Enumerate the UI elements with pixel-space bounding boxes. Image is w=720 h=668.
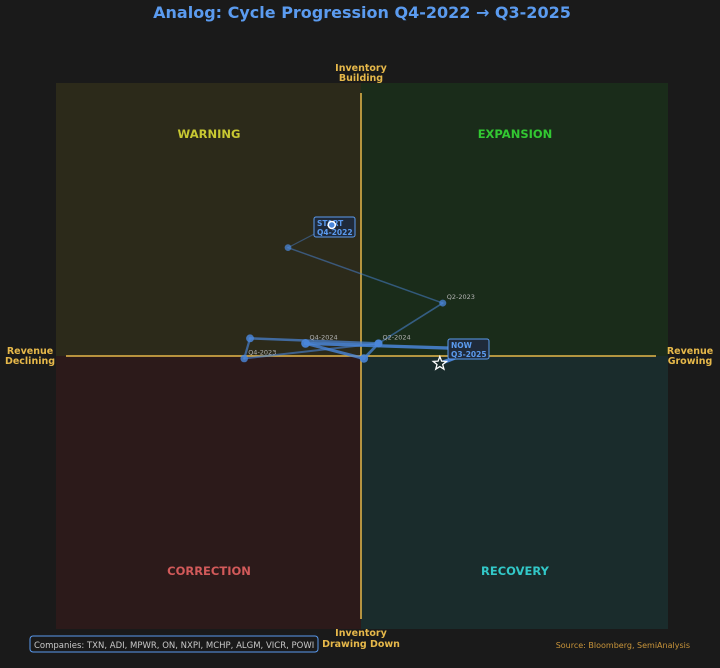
quadrant-label-warning: WARNING bbox=[178, 127, 241, 141]
data-point bbox=[374, 339, 383, 348]
end-label-line2: Q3-2025 bbox=[451, 350, 487, 359]
axis-label-right-line1: Revenue bbox=[667, 346, 713, 357]
path-segment bbox=[377, 302, 444, 345]
point-label: Q2-2023 bbox=[447, 293, 475, 301]
companies-text: Companies: TXN, ADI, MPWR, ON, NXPI, MCH… bbox=[34, 641, 314, 651]
markers bbox=[327, 220, 449, 371]
quadrant-label-expansion: EXPANSION bbox=[478, 127, 553, 141]
data-point bbox=[301, 339, 310, 348]
path-segment bbox=[303, 341, 462, 351]
quadrant-label-recovery: RECOVERY bbox=[481, 564, 550, 578]
axis-label-bottom-line1: Inventory bbox=[335, 628, 387, 639]
axis-label-top-line1: Inventory bbox=[335, 63, 387, 74]
quadrant-label-correction: CORRECTION bbox=[167, 564, 251, 578]
quadrant-expansion-bg bbox=[361, 83, 668, 356]
axis-label-bottom: Inventory Drawing Down bbox=[322, 628, 400, 650]
quadrant-correction-bg bbox=[56, 356, 361, 629]
axis-label-right-line2: Growing bbox=[668, 356, 713, 367]
data-point bbox=[284, 244, 292, 251]
quadrant-recovery-bg bbox=[361, 356, 668, 629]
data-point bbox=[240, 354, 248, 363]
axis-label-left: Revenue Declining bbox=[5, 346, 55, 367]
end-callout: NOW Q3-2025 bbox=[447, 338, 490, 360]
data-point bbox=[439, 299, 447, 307]
axis-label-left-line1: Revenue bbox=[7, 346, 53, 357]
path-segment bbox=[304, 341, 366, 361]
path-segment bbox=[248, 337, 380, 345]
point-label: Q4-2024 bbox=[310, 333, 338, 341]
companies-footer: Companies: TXN, ADI, MPWR, ON, NXPI, MCH… bbox=[29, 635, 319, 653]
data-point bbox=[246, 334, 254, 343]
axis-label-left-line2: Declining bbox=[5, 356, 55, 367]
point-label: Q2-2024 bbox=[383, 333, 411, 341]
source-text: Source: Bloomberg, SemiAnalysis bbox=[556, 641, 690, 650]
end-label-box bbox=[447, 338, 490, 360]
quadrant-backgrounds bbox=[56, 83, 668, 629]
chart-title: Analog: Cycle Progression Q4-2022 → Q3-2… bbox=[153, 3, 571, 22]
axis-label-right: Revenue Growing bbox=[667, 346, 713, 367]
end-label-line1: NOW bbox=[451, 341, 473, 350]
axis-label-bottom-line2: Drawing Down bbox=[322, 639, 400, 650]
point-label: Q4-2023 bbox=[248, 349, 276, 357]
start-marker bbox=[327, 220, 337, 230]
path-segment bbox=[287, 246, 444, 304]
axis-label-top-line2: Building bbox=[339, 73, 383, 84]
start-label-line2: Q4-2022 bbox=[317, 228, 353, 237]
quadrant-warning-bg bbox=[56, 83, 361, 356]
data-point bbox=[359, 354, 369, 363]
companies-box bbox=[29, 635, 319, 653]
end-star-marker bbox=[431, 354, 449, 371]
axis-label-top: Inventory Building bbox=[335, 63, 387, 84]
